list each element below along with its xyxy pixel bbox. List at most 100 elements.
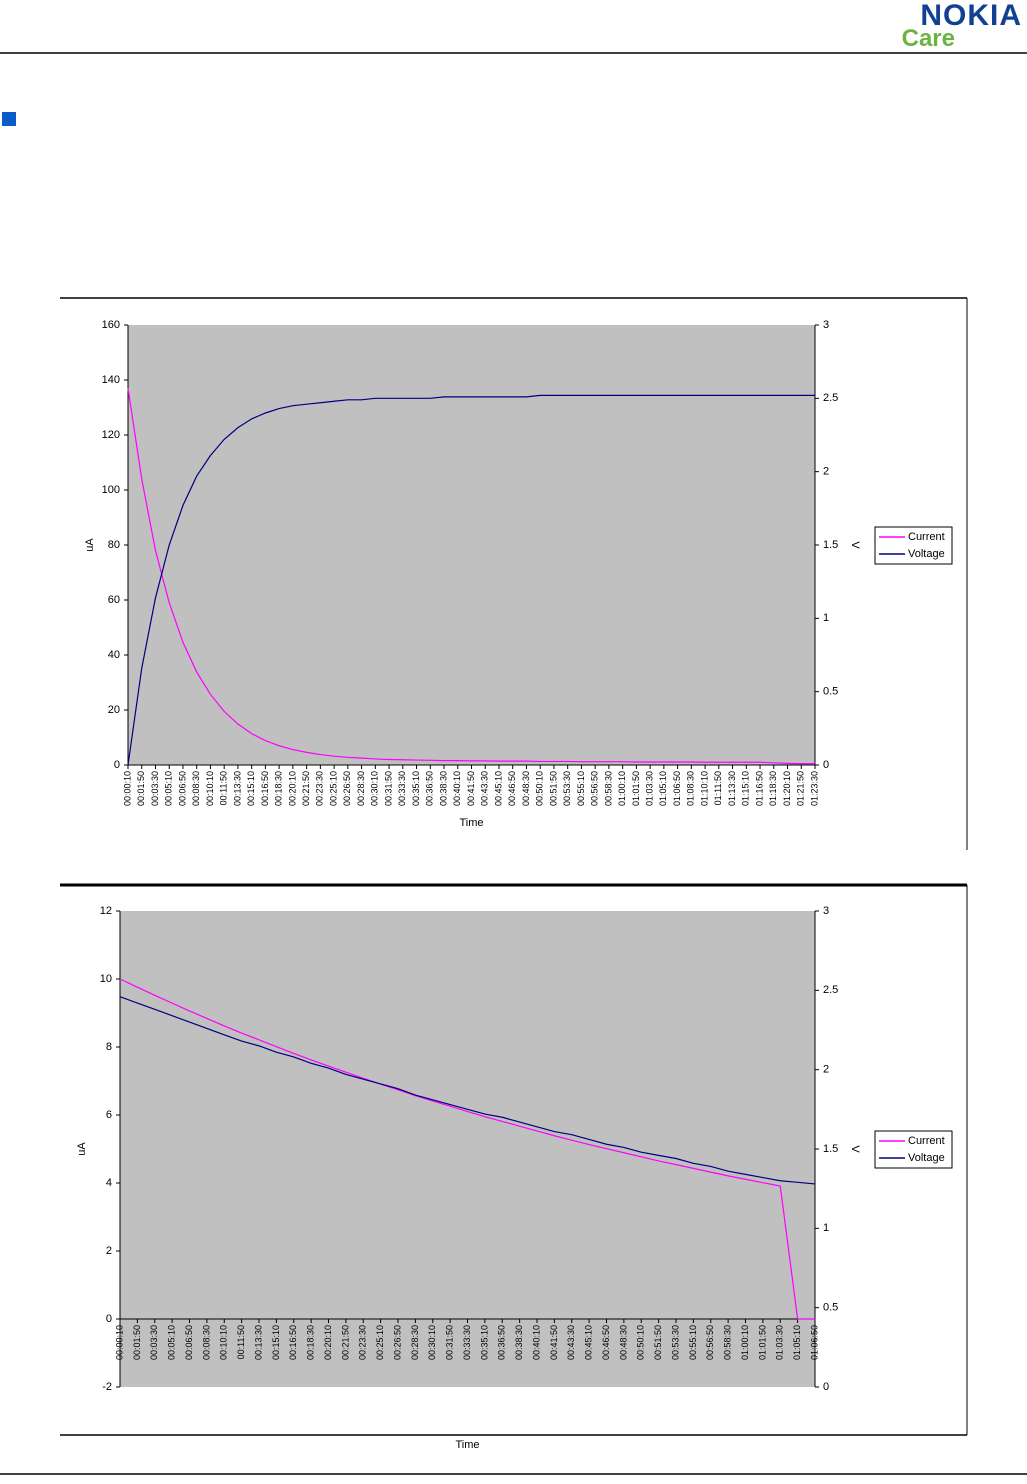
y-tick-label: 120: [102, 429, 120, 441]
y-tick-label: 10: [100, 973, 112, 985]
x-tick-label: 00:28:30: [356, 771, 366, 806]
x-tick-label: 00:10:10: [219, 1325, 229, 1360]
x-tick-label: 01:05:10: [658, 771, 668, 806]
x-tick-label: 00:25:10: [375, 1325, 385, 1360]
x-tick-label: 00:31:50: [445, 1325, 455, 1360]
x-tick-label: 00:06:50: [177, 771, 187, 806]
x-axis-label: Time: [455, 1439, 479, 1451]
x-tick-label: 00:00:10: [122, 771, 132, 806]
legend-label: Voltage: [908, 1152, 945, 1164]
x-tick-label: 00:00:10: [114, 1325, 124, 1360]
plot-area: [120, 911, 815, 1387]
x-tick-label: 00:25:10: [328, 771, 338, 806]
y-axis-label: uA: [84, 538, 96, 552]
legend: [874, 526, 953, 565]
y2-tick-label: 3: [823, 905, 829, 917]
x-tick-label: 00:21:50: [301, 771, 311, 806]
y-tick-label: 6: [106, 1109, 112, 1121]
x-tick-label: 00:23:30: [358, 1325, 368, 1360]
x-tick-label: 00:16:50: [288, 1325, 298, 1360]
x-tick-label: 00:13:30: [253, 1325, 263, 1360]
x-tick-label: 00:48:30: [618, 1325, 628, 1360]
x-tick-label: 00:01:50: [136, 771, 146, 806]
x-tick-label: 00:13:30: [232, 771, 242, 806]
x-tick-label: 00:51:50: [653, 1325, 663, 1360]
y2-tick-label: 0: [823, 1381, 829, 1393]
x-tick-label: 01:03:30: [775, 1325, 785, 1360]
x-tick-label: 00:48:30: [521, 771, 531, 806]
y-tick-label: 60: [108, 594, 120, 606]
y-tick-label: 160: [102, 319, 120, 331]
y2-tick-label: 2: [823, 466, 829, 478]
y-tick-label: 40: [108, 649, 120, 661]
series-line: [127, 394, 815, 766]
x-tick-label: 01:18:30: [768, 771, 778, 806]
y-tick-label: 12: [100, 905, 112, 917]
x-tick-label: 01:16:50: [754, 771, 764, 806]
x-tick-label: 00:03:30: [150, 771, 160, 806]
legend: [874, 1130, 953, 1169]
y2-tick-label: 1: [823, 1222, 829, 1234]
y-tick-label: 8: [106, 1041, 112, 1053]
y2-tick-label: 1.5: [823, 539, 838, 551]
x-tick-label: 00:03:30: [149, 1325, 159, 1360]
x-tick-label: 00:41:50: [549, 1325, 559, 1360]
x-tick-label: 00:18:30: [306, 1325, 316, 1360]
x-tick-label: 00:36:50: [425, 771, 435, 806]
y-tick-label: 0: [106, 1313, 112, 1325]
y-tick-label: 140: [102, 374, 120, 386]
x-tick-label: 01:11:50: [713, 771, 723, 805]
y2-tick-label: 0: [823, 759, 829, 771]
x-tick-label: 01:06:50: [672, 771, 682, 806]
x-tick-label: 00:35:10: [411, 771, 421, 806]
x-tick-label: 01:01:50: [631, 771, 641, 806]
x-tick-label: 00:18:30: [274, 771, 284, 806]
x-tick-label: 01:08:30: [686, 771, 696, 806]
x-axis-label: Time: [459, 817, 483, 829]
x-tick-label: 01:06:50: [809, 1325, 819, 1360]
x-tick-label: 00:23:30: [315, 771, 325, 806]
x-tick-label: 00:45:10: [493, 771, 503, 806]
legend-label: Current: [908, 1135, 945, 1147]
x-tick-label: 00:36:50: [497, 1325, 507, 1360]
x-tick-label: 00:06:50: [184, 1325, 194, 1360]
x-tick-label: 00:15:10: [246, 771, 256, 806]
y2-tick-label: 2: [823, 1064, 829, 1076]
x-tick-label: 00:16:50: [260, 771, 270, 806]
x-tick-label: 00:31:50: [383, 771, 393, 806]
x-tick-label: 00:21:50: [340, 1325, 350, 1360]
x-tick-label: 01:13:30: [727, 771, 737, 806]
x-tick-label: 00:40:10: [452, 771, 462, 806]
x-tick-label: 00:30:10: [427, 1325, 437, 1360]
x-tick-label: 00:01:50: [132, 1325, 142, 1360]
x-tick-label: 00:20:10: [287, 771, 297, 806]
x-tick-label: 00:50:10: [636, 1325, 646, 1360]
x-tick-label: 00:05:10: [164, 771, 174, 806]
x-tick-label: 01:01:50: [757, 1325, 767, 1360]
brand-sub: Care: [902, 25, 955, 52]
x-tick-label: 00:10:10: [205, 771, 215, 806]
x-tick-label: 00:08:30: [191, 771, 201, 806]
x-tick-label: 00:43:30: [480, 771, 490, 806]
y2-tick-label: 1.5: [823, 1143, 838, 1155]
y2-tick-label: 0.5: [823, 686, 838, 698]
x-tick-label: 00:30:10: [370, 771, 380, 806]
x-tick-label: 00:53:30: [562, 771, 572, 806]
y-tick-label: 20: [108, 704, 120, 716]
x-tick-label: 00:40:10: [531, 1325, 541, 1360]
x-tick-label: 00:28:30: [410, 1325, 420, 1360]
x-tick-label: 01:03:30: [644, 771, 654, 806]
legend-label: Voltage: [908, 548, 945, 560]
y2-tick-label: 0.5: [823, 1302, 838, 1314]
x-tick-label: 00:58:30: [723, 1325, 733, 1360]
x-tick-label: 00:58:30: [603, 771, 613, 806]
x-tick-label: 00:38:30: [438, 771, 448, 806]
y2-tick-label: 2.5: [823, 392, 838, 404]
y2-axis-label: V: [849, 1145, 861, 1153]
legend-label: Current: [908, 531, 945, 543]
x-tick-label: 00:46:50: [507, 771, 517, 806]
x-tick-label: 00:08:30: [201, 1325, 211, 1360]
plot-area: [128, 325, 815, 765]
y-axis-label: uA: [76, 1142, 88, 1156]
